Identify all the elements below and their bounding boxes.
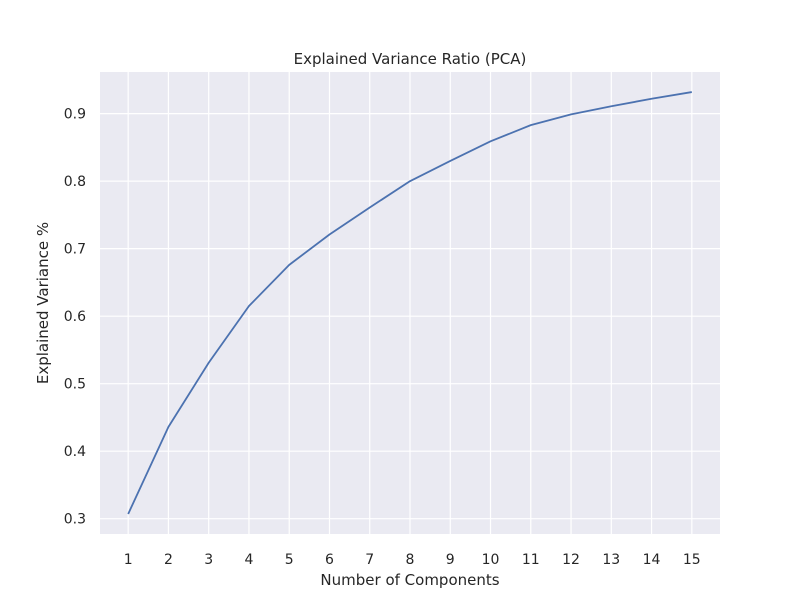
x-tick-label: 7 bbox=[365, 552, 374, 568]
data-point bbox=[328, 233, 330, 235]
data-point bbox=[610, 105, 612, 107]
x-tick-label: 9 bbox=[446, 552, 455, 568]
x-tick-label: 14 bbox=[643, 552, 661, 568]
x-tick-label: 1 bbox=[124, 552, 133, 568]
x-axis-label: Number of Components bbox=[320, 571, 499, 589]
x-tick-label: 12 bbox=[562, 552, 580, 568]
x-tick-label: 6 bbox=[325, 552, 334, 568]
data-point bbox=[449, 160, 451, 162]
x-tick-labels: 1 2 3 4 5 6 7 8 9 10 11 12 13 14 15 bbox=[124, 552, 701, 568]
y-tick-label: 0.8 bbox=[64, 174, 86, 190]
data-point bbox=[530, 124, 532, 126]
y-tick-label: 0.6 bbox=[64, 309, 86, 325]
x-tick-label: 11 bbox=[522, 552, 540, 568]
y-tick-label: 0.7 bbox=[64, 242, 86, 258]
x-tick-label: 3 bbox=[204, 552, 213, 568]
x-tick-label: 2 bbox=[164, 552, 173, 568]
data-point bbox=[691, 91, 693, 93]
x-tick-label: 15 bbox=[683, 552, 701, 568]
y-tick-label: 0.9 bbox=[64, 107, 86, 123]
x-tick-label: 13 bbox=[602, 552, 620, 568]
y-tick-label: 0.5 bbox=[64, 377, 86, 393]
data-point bbox=[651, 98, 653, 100]
data-point bbox=[409, 180, 411, 182]
x-tick-label: 8 bbox=[406, 552, 415, 568]
y-tick-labels: 0.3 0.4 0.5 0.6 0.7 0.8 0.9 bbox=[64, 107, 86, 528]
data-point bbox=[127, 513, 129, 515]
data-point bbox=[570, 113, 572, 115]
grid bbox=[100, 72, 720, 534]
x-tick-label: 10 bbox=[482, 552, 500, 568]
y-axis-label: Explained Variance % bbox=[34, 222, 52, 384]
x-tick-label: 5 bbox=[285, 552, 294, 568]
data-point bbox=[208, 362, 210, 364]
chart-title: Explained Variance Ratio (PCA) bbox=[294, 50, 527, 68]
data-point bbox=[167, 426, 169, 428]
y-tick-label: 0.4 bbox=[64, 444, 86, 460]
data-point bbox=[248, 305, 250, 307]
series-line bbox=[127, 91, 692, 515]
data-point bbox=[490, 140, 492, 142]
y-tick-label: 0.3 bbox=[64, 512, 86, 528]
x-tick-label: 4 bbox=[245, 552, 254, 568]
data-point bbox=[369, 206, 371, 208]
data-point bbox=[288, 264, 290, 266]
